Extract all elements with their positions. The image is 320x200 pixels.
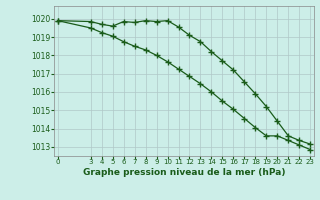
X-axis label: Graphe pression niveau de la mer (hPa): Graphe pression niveau de la mer (hPa) <box>83 168 285 177</box>
